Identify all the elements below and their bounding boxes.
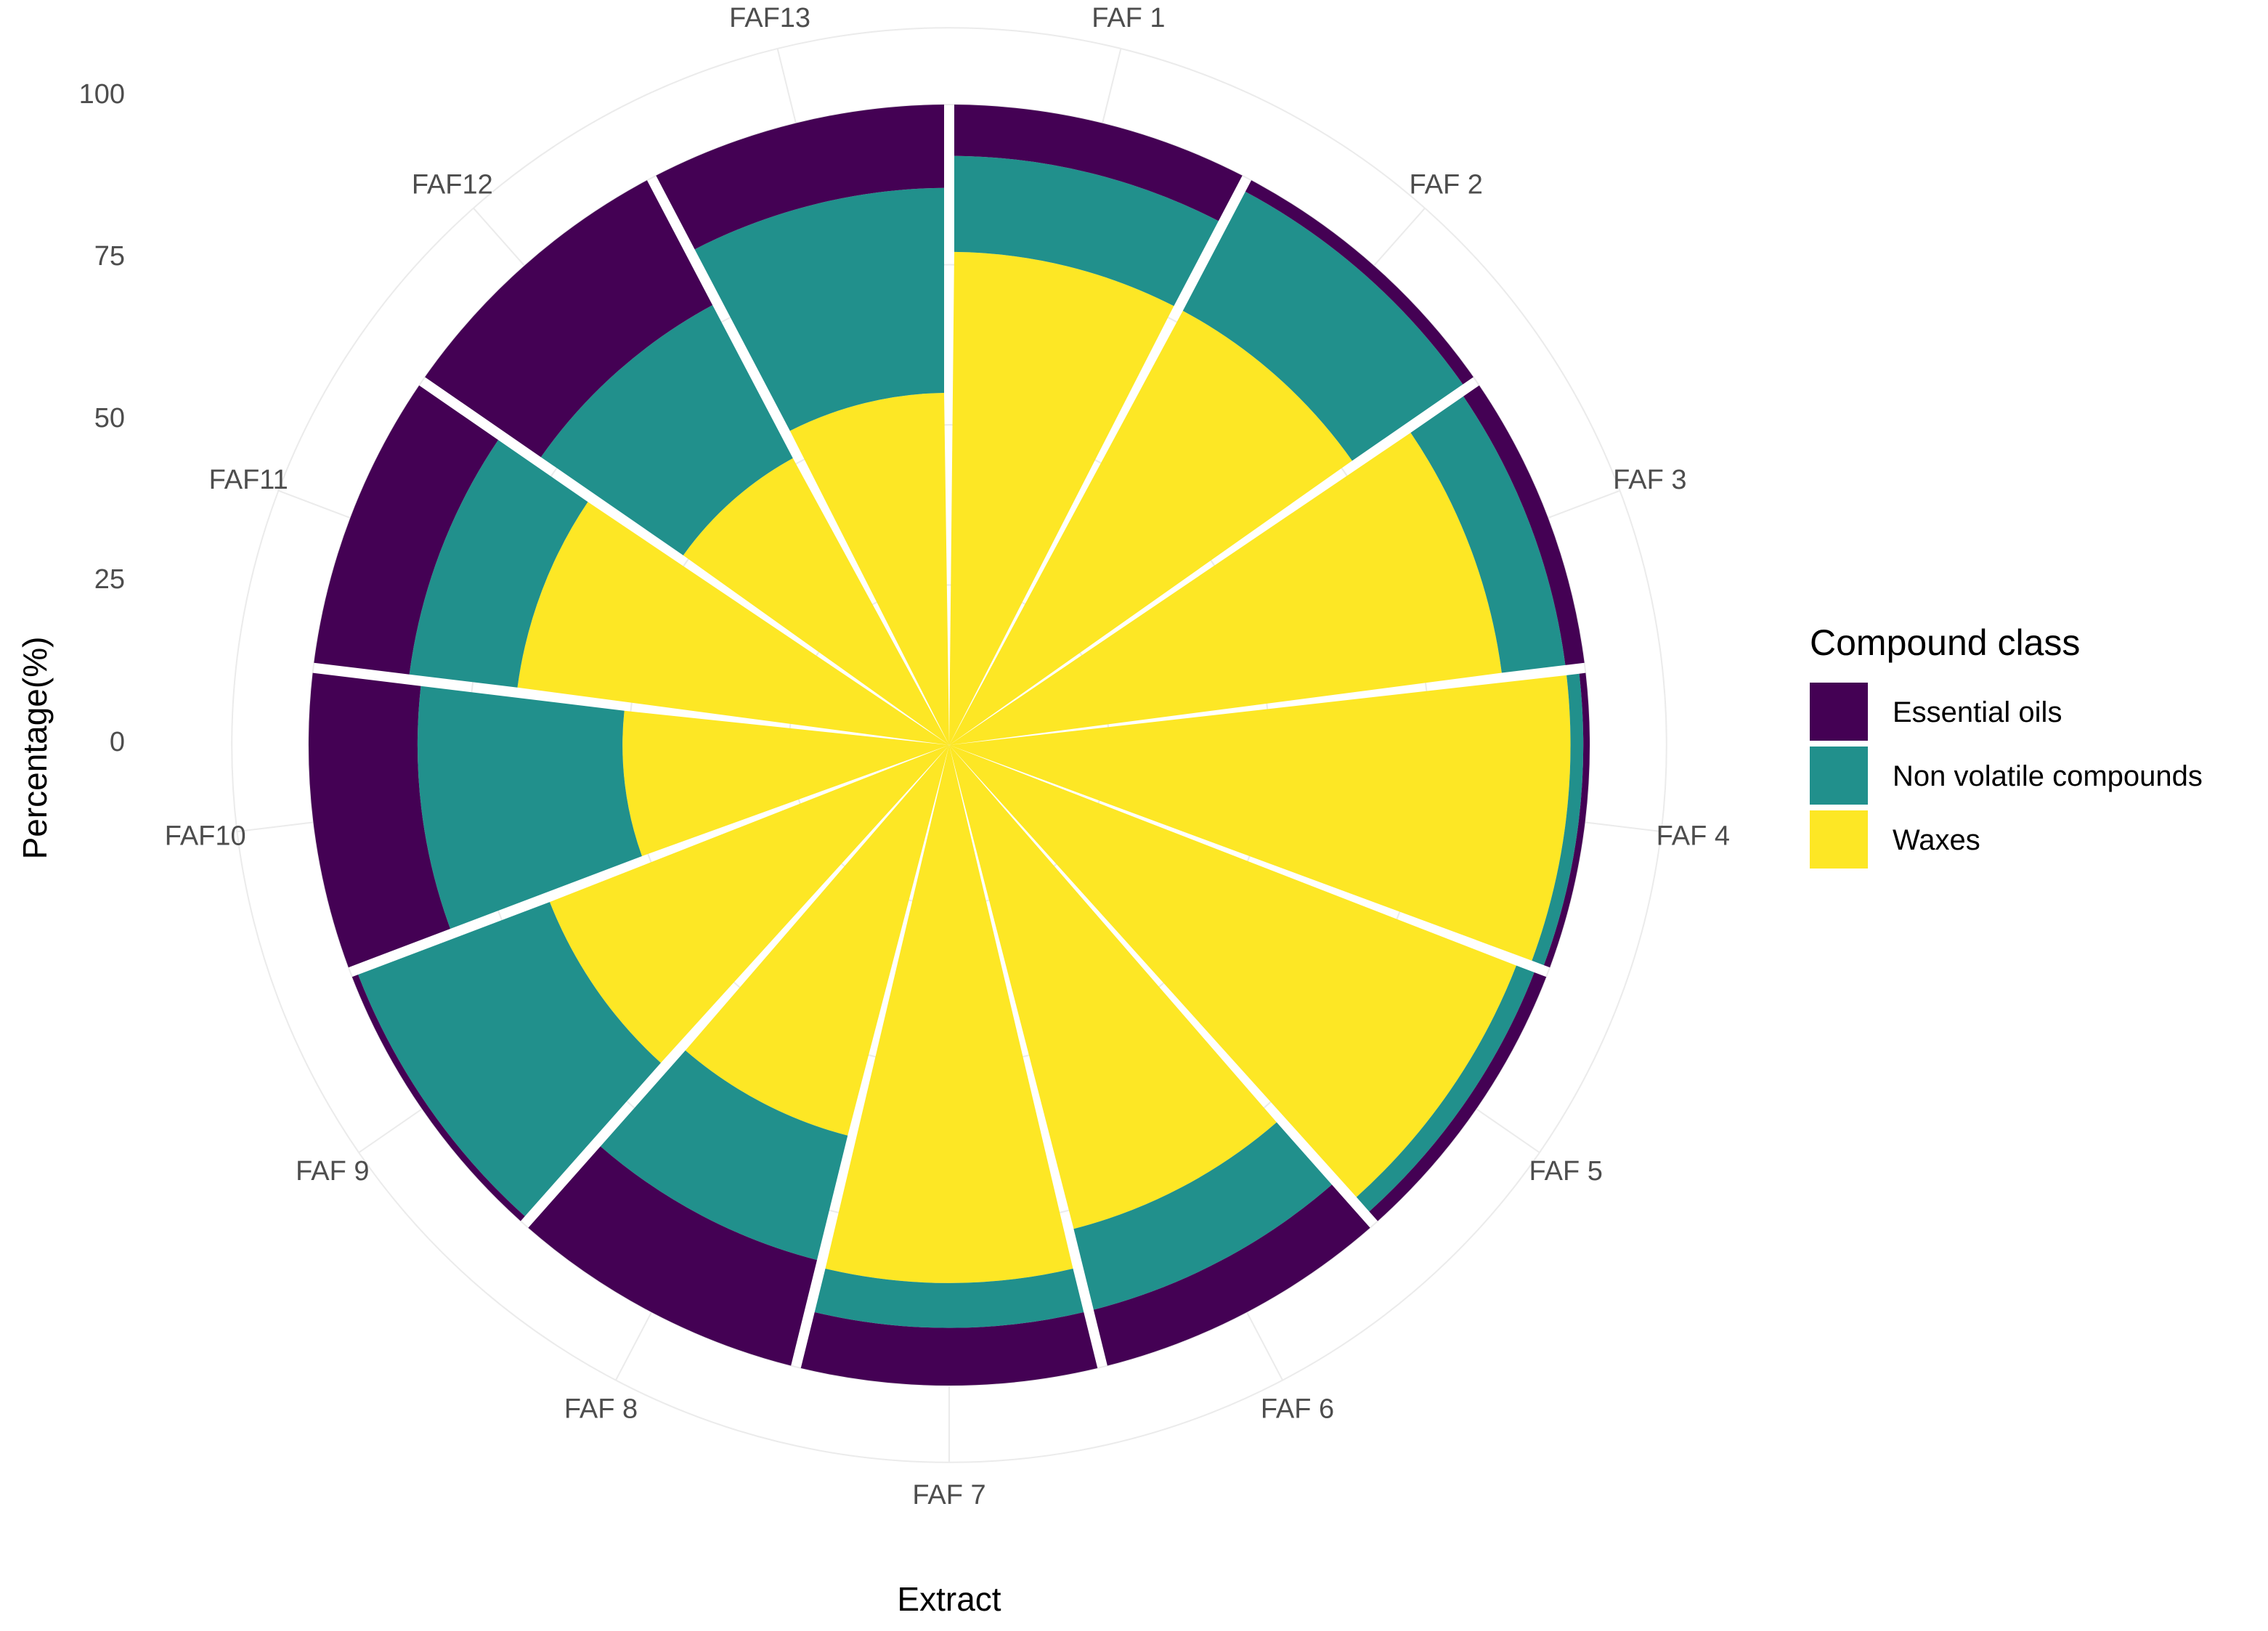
bar-faf11-waxes	[517, 502, 949, 745]
category-label: FAF 6	[1261, 1394, 1334, 1425]
bar-faf1-waxes	[949, 251, 1174, 745]
y-tick-label: 0	[110, 727, 125, 757]
legend-swatch	[1810, 683, 1868, 741]
bar-faf5-non-volatile-compounds	[1356, 965, 1535, 1212]
legend-label: Waxes	[1893, 824, 1980, 856]
bar-faf10-essential-oils	[308, 672, 451, 968]
bar-faf8-non-volatile-compounds	[600, 1050, 848, 1261]
category-label: FAF13	[729, 3, 810, 33]
bar-faf5-essential-oils	[1369, 972, 1547, 1221]
y-tick-label: 75	[94, 241, 125, 272]
bar-faf7-essential-oils	[800, 1311, 1098, 1386]
category-label: FAF 1	[1092, 3, 1165, 33]
bar-faf11-essential-oils	[314, 385, 499, 675]
bar-faf6-essential-oils	[1093, 1184, 1370, 1366]
bar-faf13-essential-oils	[656, 105, 944, 250]
bar-faf9-non-volatile-compounds	[358, 902, 661, 1216]
bar-faf10-non-volatile-compounds	[417, 686, 642, 930]
legend-swatch	[1810, 810, 1868, 869]
bar-faf11-non-volatile-compounds	[409, 439, 588, 688]
bar-faf4-waxes	[949, 675, 1571, 961]
bars-layer	[308, 105, 1590, 1386]
category-label: FAF 3	[1613, 465, 1686, 495]
legend-items: Essential oils Non volatile compounds Waxe…	[1810, 683, 2203, 869]
y-axis-ticks: 0 25 50 75 100	[79, 79, 125, 757]
category-label: FAF 5	[1529, 1156, 1603, 1187]
legend: Compound class Essential oils Non volatil…	[1810, 622, 2203, 869]
category-label: FAF 4	[1657, 821, 1730, 851]
category-label: FAF 7	[912, 1480, 985, 1510]
bar-faf13-waxes	[789, 392, 949, 745]
y-tick-label: 100	[79, 79, 125, 110]
y-axis-title: Percentage(%)	[16, 637, 54, 860]
legend-title: Compound class	[1810, 622, 2080, 663]
bar-faf4-non-volatile-compounds	[1532, 673, 1584, 966]
bar-faf3-non-volatile-compounds	[1410, 396, 1566, 673]
bar-faf2-non-volatile-compounds	[1182, 191, 1463, 461]
bar-faf12-waxes	[683, 458, 949, 745]
x-axis-title: Extract	[897, 1580, 1001, 1618]
bar-faf6-non-volatile-compounds	[1073, 1122, 1332, 1310]
bar-faf2-essential-oils	[1245, 180, 1474, 385]
bar-faf12-non-volatile-compounds	[540, 305, 793, 556]
bar-faf2-waxes	[949, 310, 1352, 745]
bar-faf6-waxes	[949, 745, 1277, 1229]
category-label: FAF11	[209, 465, 288, 495]
y-tick-label: 25	[94, 564, 125, 595]
bar-faf9-waxes	[549, 745, 949, 1063]
bar-faf13-non-volatile-compounds	[694, 187, 944, 431]
legend-swatch	[1810, 747, 1868, 805]
category-label: FAF12	[412, 170, 493, 200]
bar-faf4-essential-oils	[1543, 672, 1590, 968]
bar-faf7-waxes	[825, 745, 1073, 1283]
legend-label: Essential oils	[1893, 696, 2062, 728]
bar-faf7-non-volatile-compounds	[814, 1268, 1084, 1328]
bar-faf8-waxes	[685, 745, 949, 1136]
y-tick-label: 50	[94, 403, 125, 434]
category-labels: FAF 1 FAF 2 FAF 3 FAF 4 FAF 5 FAF 6 FAF 7 FAF 8…	[165, 3, 1730, 1510]
bar-faf12-essential-oils	[425, 180, 713, 457]
bar-faf10-waxes	[622, 710, 949, 856]
bar-faf5-waxes	[949, 745, 1516, 1197]
bar-faf3-essential-oils	[1463, 385, 1585, 665]
bar-faf1-essential-oils	[954, 105, 1243, 221]
legend-label: Non volatile compounds	[1893, 760, 2203, 792]
category-label: FAF 9	[296, 1156, 369, 1187]
bar-faf8-essential-oils	[528, 1146, 818, 1366]
bar-faf1-non-volatile-compounds	[954, 155, 1219, 306]
category-label: FAF 8	[564, 1394, 638, 1425]
category-label: FAF10	[165, 821, 246, 851]
category-label: FAF 2	[1410, 170, 1483, 200]
bar-faf3-waxes	[949, 432, 1502, 745]
